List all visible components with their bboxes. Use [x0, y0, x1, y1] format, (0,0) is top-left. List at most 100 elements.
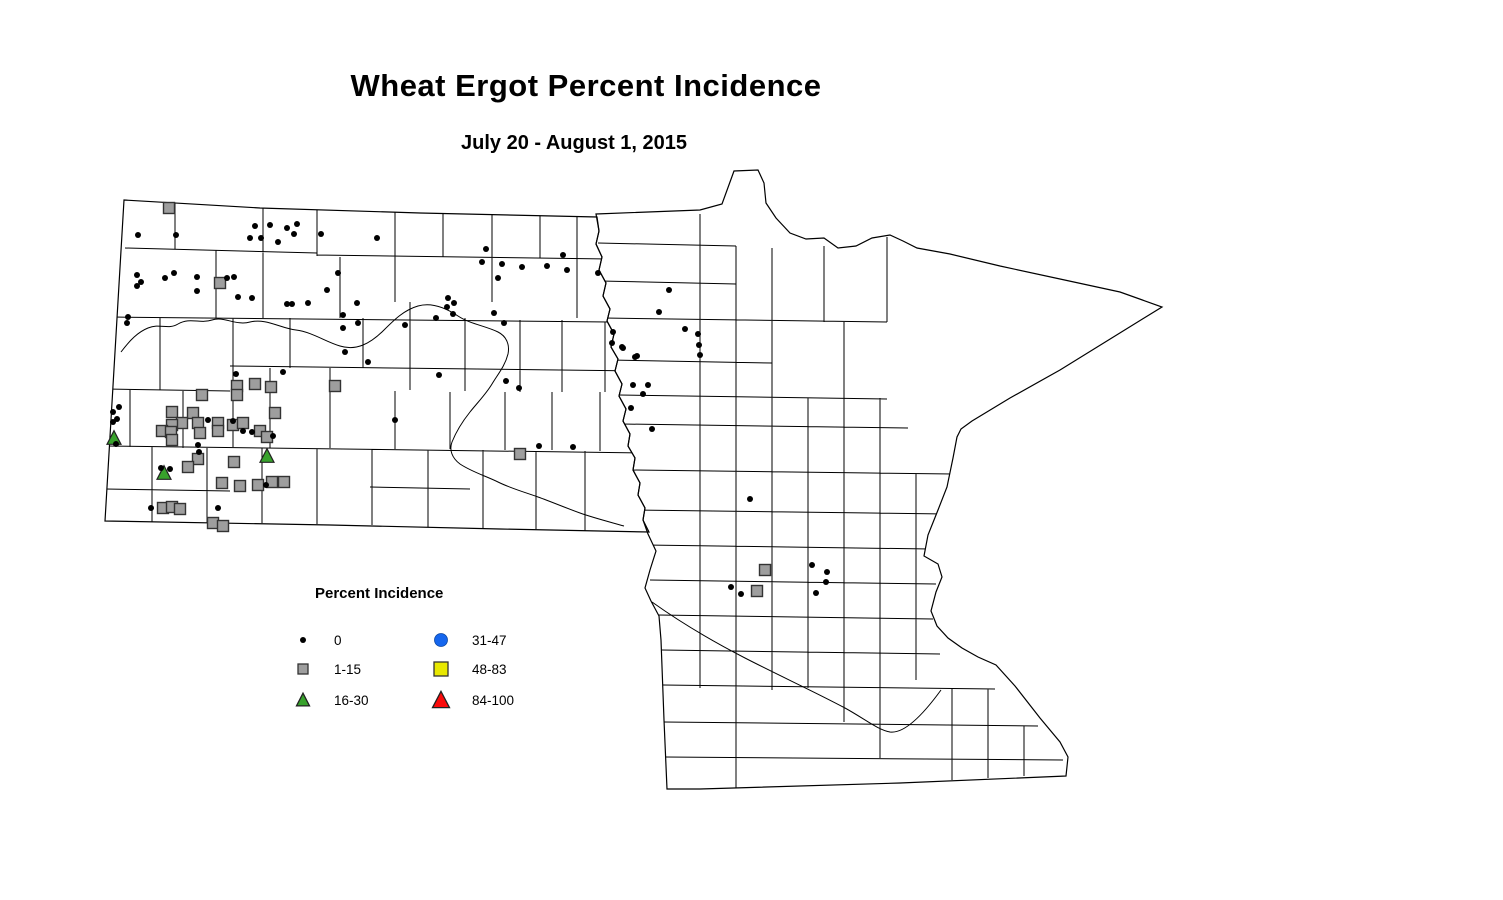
- marker-0: [491, 310, 497, 316]
- marker-0: [628, 405, 634, 411]
- marker-0: [124, 320, 130, 326]
- marker-0: [570, 444, 576, 450]
- marker-0: [235, 294, 241, 300]
- marker-0: [173, 232, 179, 238]
- legend-item-label: 0: [334, 632, 342, 648]
- marker-0: [138, 279, 144, 285]
- marker-0: [240, 428, 246, 434]
- marker-0: [171, 270, 177, 276]
- legend-item-31-47: 31-47: [426, 627, 507, 653]
- marker-1-15: [248, 377, 262, 391]
- marker-0: [619, 344, 625, 350]
- marker-1-15: [162, 201, 176, 215]
- marker-0: [640, 391, 646, 397]
- square-icon: [297, 663, 309, 675]
- marker-0: [289, 301, 295, 307]
- legend-item-label: 48-83: [472, 661, 507, 677]
- marker-0: [402, 322, 408, 328]
- marker-0: [630, 382, 636, 388]
- legend-item-label: 1-15: [334, 661, 362, 677]
- marker-0: [645, 382, 651, 388]
- marker-0: [135, 232, 141, 238]
- marker-0: [695, 331, 701, 337]
- marker-0: [249, 295, 255, 301]
- marker-0: [125, 314, 131, 320]
- marker-0: [436, 372, 442, 378]
- marker-1-15: [268, 406, 282, 420]
- marker-0: [134, 283, 140, 289]
- legend-item-16-30: 16-30: [288, 687, 369, 713]
- legend-item-1-15: 1-15: [288, 656, 361, 682]
- marker-0: [110, 419, 116, 425]
- marker-0: [113, 441, 119, 447]
- marker-0: [215, 505, 221, 511]
- page-subtitle: July 20 - August 1, 2015: [460, 132, 688, 154]
- marker-0: [433, 315, 439, 321]
- north-dakota-counties: [105, 201, 649, 531]
- marker-0: [649, 426, 655, 432]
- page-title: Wheat Ergot Percent Incidence: [350, 68, 822, 103]
- marker-0: [194, 288, 200, 294]
- marker-0: [233, 371, 239, 377]
- marker-1-15: [165, 405, 179, 419]
- marker-0: [609, 340, 615, 346]
- marker-0: [392, 417, 398, 423]
- marker-0: [205, 417, 211, 423]
- marker-0: [809, 562, 815, 568]
- marker-1-15: [165, 433, 179, 447]
- marker-0: [544, 263, 550, 269]
- marker-0: [666, 287, 672, 293]
- marker-0: [354, 300, 360, 306]
- marker-0: [444, 304, 450, 310]
- legend-item-label: 84-100: [472, 692, 515, 708]
- marker-0: [195, 442, 201, 448]
- marker-0: [696, 342, 702, 348]
- legend-item-0: 0: [288, 627, 342, 653]
- marker-1-15: [277, 475, 291, 489]
- marker-0: [355, 320, 361, 326]
- marker-0: [294, 221, 300, 227]
- marker-1-15: [211, 424, 225, 438]
- dot-icon: [300, 637, 306, 643]
- marker-0: [148, 505, 154, 511]
- marker-1-15: [215, 476, 229, 490]
- marker-0: [519, 264, 525, 270]
- marker-16-30: [156, 464, 172, 480]
- marker-0: [267, 222, 273, 228]
- marker-0: [445, 295, 451, 301]
- marker-0: [249, 429, 255, 435]
- marker-0: [158, 465, 164, 471]
- legend-item-84-100: 84-100: [426, 687, 514, 713]
- marker-16-30: [259, 447, 275, 463]
- marker-0: [450, 311, 456, 317]
- marker-1-15: [251, 478, 265, 492]
- legend-item-label: 16-30: [334, 692, 369, 708]
- marker-0: [116, 404, 122, 410]
- marker-0: [258, 235, 264, 241]
- marker-0: [284, 225, 290, 231]
- marker-1-15: [513, 447, 527, 461]
- marker-0: [479, 259, 485, 265]
- legend: Percent Incidence 0 1-15 16-30 31-47 48-83 84…: [288, 585, 618, 725]
- marker-0: [252, 223, 258, 229]
- marker-0: [499, 261, 505, 267]
- marker-0: [595, 270, 601, 276]
- marker-0: [495, 275, 501, 281]
- marker-1-15: [216, 519, 230, 533]
- marker-0: [503, 378, 509, 384]
- marker-0: [682, 326, 688, 332]
- marker-0: [275, 239, 281, 245]
- marker-0: [291, 231, 297, 237]
- marker-0: [324, 287, 330, 293]
- marker-0: [610, 329, 616, 335]
- marker-0: [564, 267, 570, 273]
- marker-0: [270, 433, 276, 439]
- marker-layer: [106, 201, 830, 598]
- marker-0: [501, 320, 507, 326]
- legend-item-48-83: 48-83: [426, 656, 507, 682]
- legend-title: Percent Incidence: [315, 585, 444, 602]
- marker-0: [134, 272, 140, 278]
- marker-1-15: [264, 380, 278, 394]
- marker-0: [560, 252, 566, 258]
